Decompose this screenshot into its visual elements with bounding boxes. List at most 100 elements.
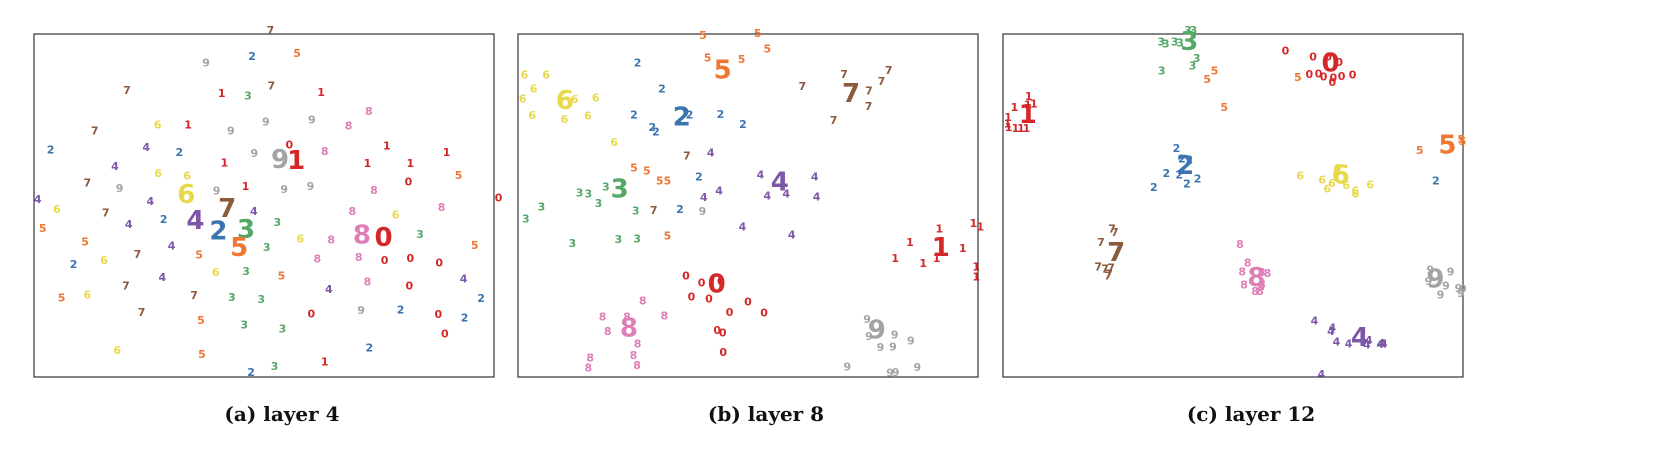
- digit-point-0: 0: [726, 306, 734, 319]
- digit-point-8: 8: [314, 253, 322, 266]
- digit-centroid-7: 7: [218, 194, 236, 224]
- digit-centroid-5: 5: [230, 233, 248, 263]
- digit-point-7: 7: [830, 114, 838, 127]
- digit-point-9: 9: [913, 361, 921, 374]
- digit-point-1: 1: [218, 87, 226, 100]
- digit-point-2: 2: [634, 56, 642, 69]
- digit-point-0: 0: [719, 327, 727, 340]
- plot-frame: [33, 33, 495, 378]
- digit-point-4: 4: [715, 184, 723, 197]
- digit-centroid-8: 8: [1247, 263, 1265, 293]
- digit-point-6: 6: [519, 92, 527, 105]
- digit-point-0: 0: [381, 254, 389, 267]
- digit-point-0: 0: [698, 277, 706, 290]
- digit-point-3: 3: [416, 228, 424, 241]
- digit-centroid-2: 2: [1176, 151, 1194, 181]
- digit-point-7: 7: [878, 75, 886, 88]
- digit-point-4: 4: [159, 271, 167, 284]
- digit-point-1: 1: [976, 221, 984, 234]
- digit-point-2: 2: [658, 83, 666, 96]
- digit-point-7: 7: [102, 207, 110, 220]
- digit-centroid-4: 4: [1351, 323, 1369, 353]
- digit-centroid-0: 0: [1321, 48, 1339, 78]
- digit-point-4: 4: [811, 171, 819, 184]
- digit-point-2: 2: [160, 213, 168, 226]
- digit-point-7: 7: [798, 80, 806, 93]
- digit-point-7: 7: [683, 150, 691, 163]
- digit-point-3: 3: [522, 212, 530, 225]
- digit-point-7: 7: [1107, 261, 1115, 274]
- digit-point-5: 5: [198, 348, 206, 361]
- digit-point-1: 1: [919, 257, 927, 270]
- digit-point-3: 3: [1157, 35, 1165, 48]
- digit-point-4: 4: [34, 193, 42, 206]
- digit-point-4: 4: [111, 160, 119, 173]
- digit-point-6: 6: [392, 208, 400, 221]
- digit-point-1: 1: [184, 118, 192, 131]
- digit-point-2: 2: [248, 50, 256, 63]
- digit-point-7: 7: [1097, 236, 1105, 249]
- digit-point-6: 6: [571, 93, 579, 106]
- digit-point-6: 6: [1352, 184, 1360, 197]
- digit-point-2: 2: [247, 366, 255, 379]
- digit-point-3: 3: [1184, 24, 1192, 37]
- digit-point-8: 8: [585, 362, 593, 375]
- digit-point-8: 8: [365, 105, 373, 118]
- digit-point-9: 9: [308, 114, 316, 127]
- digit-point-6: 6: [610, 136, 618, 149]
- caption-layer-12: (c) layer 12: [1186, 402, 1316, 426]
- digit-point-0: 0: [1324, 50, 1332, 63]
- digit-centroid-1: 1: [1019, 100, 1037, 130]
- digit-point-6: 6: [113, 344, 121, 357]
- digit-centroid-9: 9: [271, 145, 289, 175]
- digit-point-6: 6: [592, 92, 600, 105]
- digit-point-6: 6: [1366, 178, 1374, 191]
- digit-centroid-9: 9: [1426, 265, 1444, 295]
- digit-point-4: 4: [1345, 338, 1353, 351]
- digit-point-3: 3: [274, 216, 282, 229]
- digit-point-4: 4: [1329, 321, 1337, 334]
- digit-point-7: 7: [1105, 268, 1113, 281]
- digit-point-5: 5: [1459, 135, 1467, 148]
- digit-point-9: 9: [251, 147, 259, 160]
- digit-point-2: 2: [1150, 181, 1158, 194]
- digit-centroid-7: 7: [1107, 238, 1125, 268]
- digit-centroid-1: 1: [287, 146, 305, 176]
- digit-point-7: 7: [1108, 222, 1116, 235]
- digit-point-3: 3: [576, 187, 584, 200]
- digit-point-0: 0: [719, 346, 727, 359]
- digit-point-9: 9: [357, 304, 365, 317]
- digit-point-6: 6: [1323, 183, 1331, 196]
- digit-point-7: 7: [138, 306, 146, 319]
- digit-point-9: 9: [227, 125, 235, 138]
- digit-point-6: 6: [84, 289, 92, 302]
- digit-point-5: 5: [656, 174, 664, 187]
- digit-point-4: 4: [1363, 338, 1371, 351]
- digit-point-7: 7: [1104, 270, 1112, 283]
- digit-point-5: 5: [763, 43, 771, 56]
- digit-point-5: 5: [643, 164, 651, 177]
- digit-centroid-3: 3: [611, 175, 629, 205]
- digit-point-2: 2: [1185, 153, 1193, 166]
- digit-point-8: 8: [623, 310, 631, 323]
- digit-point-4: 4: [757, 168, 765, 181]
- digit-centroid-5: 5: [714, 56, 732, 86]
- digit-point-0: 0: [285, 138, 293, 151]
- digit-point-9: 9: [1459, 283, 1467, 296]
- digit-point-8: 8: [321, 145, 329, 158]
- digit-point-1: 1: [1025, 90, 1033, 103]
- digit-point-4: 4: [782, 187, 790, 200]
- digit-point-7: 7: [885, 64, 893, 77]
- digit-point-8: 8: [634, 338, 642, 351]
- digit-point-7: 7: [267, 24, 275, 37]
- digit-point-2: 2: [676, 203, 684, 216]
- digit-point-5: 5: [664, 230, 672, 243]
- digit-point-0: 0: [406, 280, 414, 293]
- digit-point-8: 8: [1251, 285, 1259, 298]
- digit-point-2: 2: [1183, 177, 1191, 190]
- digit-point-0: 0: [435, 256, 443, 269]
- digit-point-3: 3: [257, 293, 265, 306]
- digit-point-9: 9: [1447, 266, 1455, 279]
